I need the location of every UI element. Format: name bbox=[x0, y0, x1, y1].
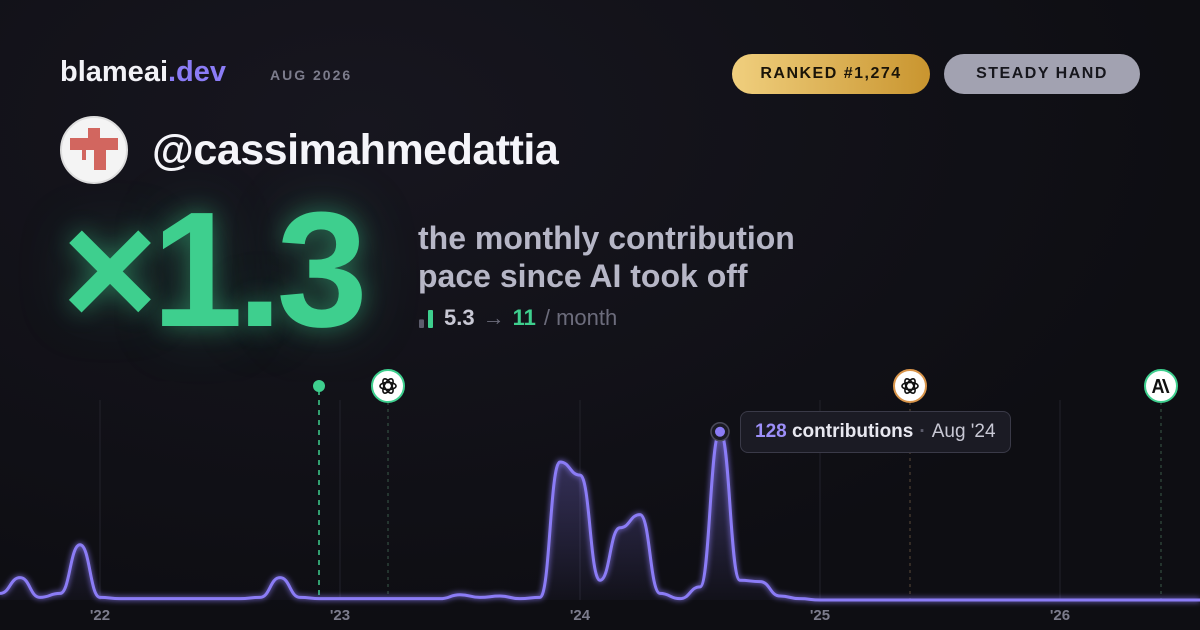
date: AUG 2026 bbox=[270, 67, 353, 83]
x-tick-label: '25 bbox=[810, 607, 830, 624]
x-tick-label: '22 bbox=[90, 607, 110, 624]
x-tick-label: '24 bbox=[570, 607, 591, 624]
tooltip-date: Aug '24 bbox=[931, 421, 996, 442]
arrow: → bbox=[482, 305, 505, 330]
openai-icon bbox=[893, 369, 927, 403]
x-tick-label: '26 bbox=[1050, 607, 1070, 624]
multiplier: ×1.3 bbox=[62, 178, 368, 361]
anthropic-icon bbox=[1144, 369, 1178, 403]
line bbox=[0, 430, 1200, 602]
pace-bar bbox=[419, 319, 424, 328]
pace-bars bbox=[419, 310, 433, 328]
openai-icon bbox=[371, 369, 405, 403]
unit: / month bbox=[543, 305, 618, 330]
event-dot bbox=[313, 380, 325, 392]
brand-name: blameai bbox=[60, 56, 168, 88]
brand-tld: .dev bbox=[168, 56, 227, 88]
title-badge: STEADY HAND bbox=[944, 54, 1140, 94]
brand: blameai.dev bbox=[60, 56, 226, 89]
description: pace since AI took off bbox=[418, 258, 748, 294]
pace-before: 5.3 bbox=[444, 305, 475, 330]
description: the monthly contribution bbox=[418, 220, 795, 256]
pace-bar bbox=[428, 310, 433, 328]
avatar bbox=[60, 116, 128, 184]
tooltip-value: 128 bbox=[755, 421, 787, 442]
tooltip-label: contributions bbox=[791, 421, 914, 442]
area bbox=[0, 431, 1200, 600]
highlight-point bbox=[715, 426, 725, 437]
x-tick-label: '23 bbox=[330, 607, 350, 624]
rank-badge: RANKED #1,274 bbox=[732, 54, 930, 94]
handle: @cassimahmedattia bbox=[152, 126, 559, 174]
pace-after: 11 bbox=[512, 305, 536, 330]
tooltip: 128 contributions · Aug '24 bbox=[740, 411, 1011, 453]
pace-stats: 5.3 → 11 / month bbox=[418, 305, 617, 331]
